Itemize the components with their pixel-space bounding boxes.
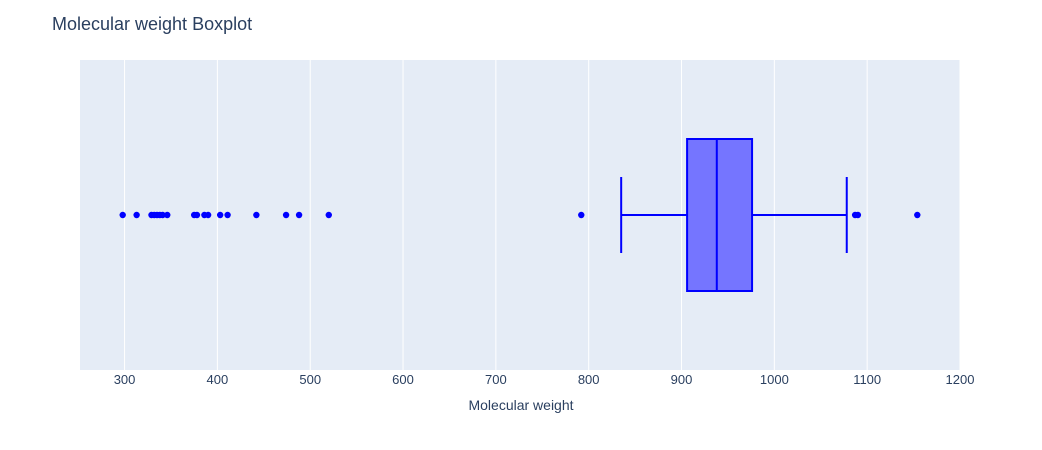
x-tick-label-800: 800: [578, 372, 600, 387]
outlier-point-14: [253, 211, 260, 219]
chart-title: Molecular weight Boxplot: [52, 14, 252, 34]
x-tick-label-900: 900: [671, 372, 693, 387]
outlier-point-16: [295, 211, 303, 219]
outlier-point-21: [914, 211, 921, 219]
x-axis-title: Molecular weight: [468, 397, 573, 413]
outlier-point-0: [119, 211, 126, 219]
outlier-points: [119, 211, 921, 219]
outlier-point-6: [159, 211, 166, 219]
x-axis-ticks: 300 400 500 600 700 800 900 1000 1100 1200: [114, 372, 975, 387]
x-tick-label-300: 300: [114, 372, 136, 387]
x-tick-label-700: 700: [485, 372, 507, 387]
x-tick-label-400: 400: [207, 372, 229, 387]
outlier-point-20: [854, 211, 862, 219]
interquartile-box: [686, 138, 754, 292]
outlier-point-11: [204, 211, 212, 219]
outlier-point-12: [216, 211, 224, 219]
outlier-point-18: [578, 211, 585, 219]
x-tick-label-600: 600: [392, 372, 414, 387]
x-tick-label-500: 500: [299, 372, 321, 387]
x-tick-label-1100: 1100: [853, 372, 881, 387]
outlier-point-7: [164, 211, 171, 219]
outlier-point-17: [325, 211, 332, 219]
box-plot: [620, 138, 848, 292]
x-tick-label-1000: 1000: [760, 372, 789, 387]
outlier-point-15: [282, 211, 290, 219]
outlier-point-9: [193, 211, 201, 219]
outlier-point-1: [133, 211, 140, 219]
x-tick-label-1200: 1200: [946, 372, 975, 387]
outlier-point-13: [224, 211, 231, 219]
